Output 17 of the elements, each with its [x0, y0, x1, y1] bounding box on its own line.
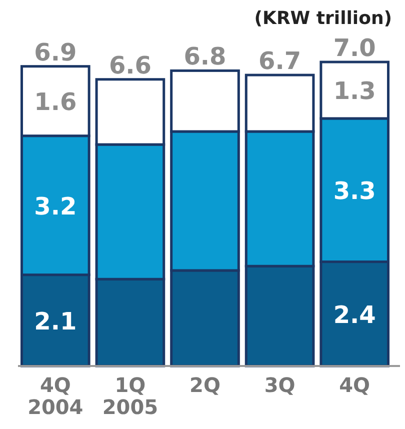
total-label: 7.0: [333, 34, 376, 62]
data-label: 3.3: [333, 177, 376, 206]
data-label: 3.2: [34, 192, 77, 220]
data-label: 2.1: [34, 307, 77, 336]
data-label: 1.6: [34, 88, 77, 116]
x-tick-label: 1Q 2005: [102, 373, 158, 419]
total-label: 6.8: [184, 42, 226, 71]
text: (KRW trillion): [254, 8, 392, 29]
x-tick-label: 4Q 2004: [28, 373, 84, 419]
total-label: 6.6: [108, 51, 152, 80]
data-label: 1.3: [333, 77, 376, 106]
x-tick-label: 3Q: [264, 373, 296, 397]
data-label: 2.4: [333, 300, 376, 329]
x-tick-label: 2Q: [190, 373, 220, 397]
total-label: 6.7: [258, 47, 302, 76]
x-tick-label: 4Q: [339, 373, 370, 397]
total-label: 6.9: [34, 38, 77, 66]
